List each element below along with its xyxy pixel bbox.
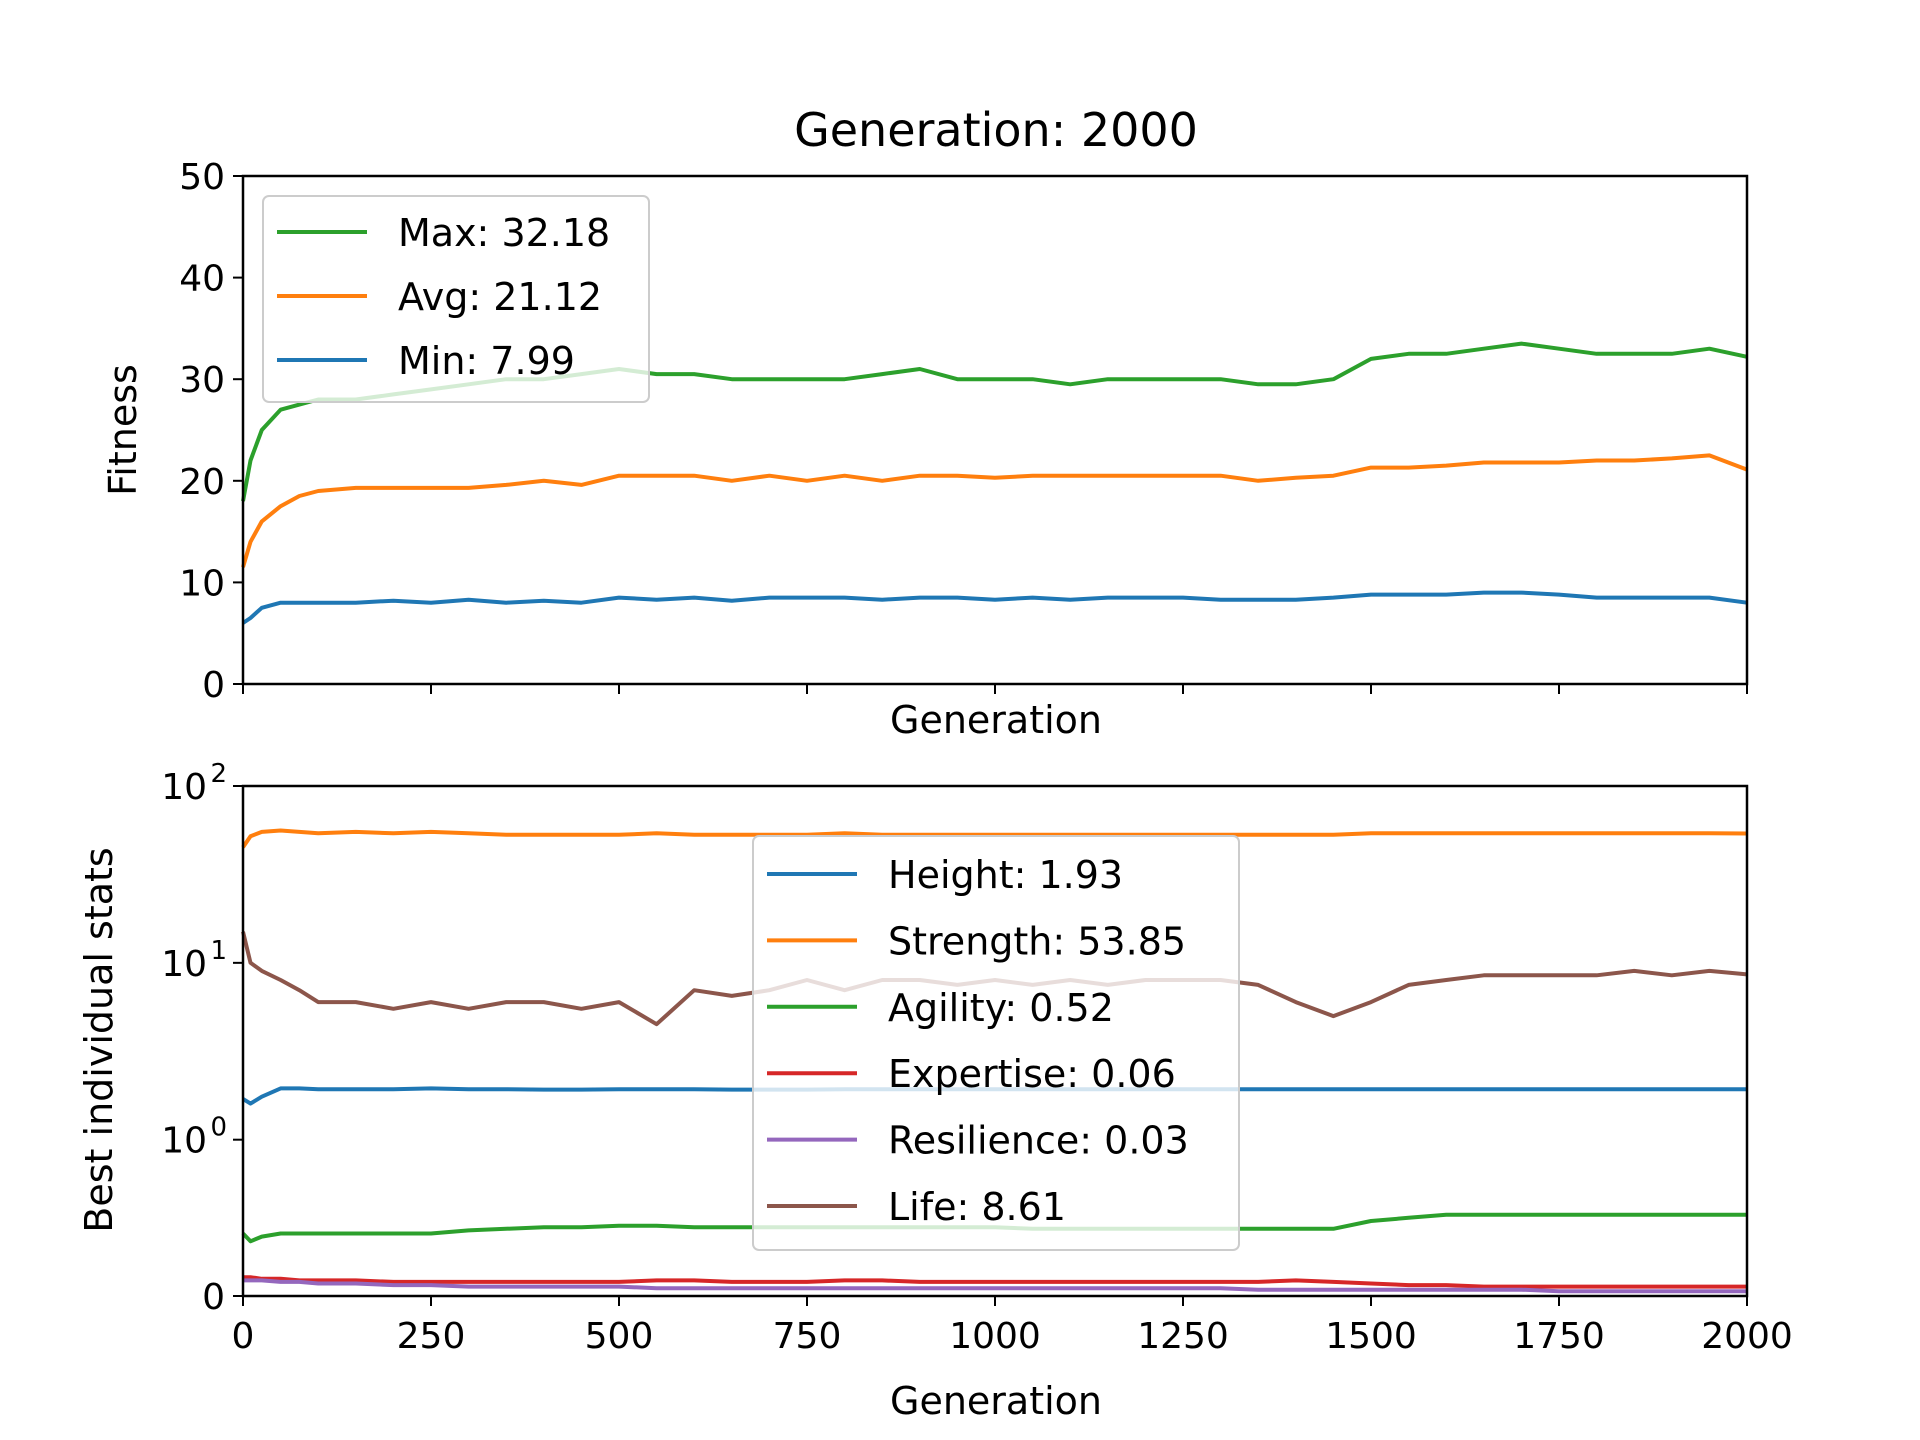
fitness-legend-label-1: Avg: 21.12 — [398, 275, 602, 319]
stats-y-tick-label-3: 10 — [161, 767, 207, 808]
fitness-series-line-1 — [241, 453, 1748, 568]
fitness-y-axis-label: Fitness — [101, 364, 145, 496]
stats-y-axis-label: Best individual stats — [77, 847, 121, 1232]
stats-series-line-4 — [243, 1278, 1747, 1294]
stats-series-line-1 — [241, 828, 1748, 849]
stats-y-tick-exponent-3: 2 — [210, 759, 227, 789]
fitness-y-tick-label-0: 0 — [202, 665, 225, 706]
stats-x-tick-label-2: 500 — [585, 1316, 654, 1357]
stats-x-axis-label: Generation — [890, 1379, 1102, 1423]
stats-x-tick-label-3: 750 — [773, 1316, 842, 1357]
stats-x-tick-label-5: 1250 — [1137, 1316, 1229, 1357]
stats-x-tick-label-4: 1000 — [949, 1316, 1041, 1357]
stats-x-tick-label-6: 1500 — [1325, 1316, 1417, 1357]
stats-legend-label-5: Life: 8.61 — [888, 1185, 1066, 1229]
stats-y-tick-exponent-2: 1 — [210, 936, 227, 966]
fitness-y-tick-label-4: 40 — [179, 259, 225, 300]
chart-title: Generation: 2000 — [794, 103, 1198, 157]
fitness-y-tick-label-2: 20 — [179, 462, 225, 503]
stats-legend-label-3: Expertise: 0.06 — [888, 1052, 1176, 1096]
stats-legend-label-1: Strength: 53.85 — [888, 919, 1186, 963]
stats-y-tick-label-0: 0 — [202, 1277, 225, 1318]
stats-legend-box — [752, 835, 1240, 1251]
stats-x-tick-label-1: 250 — [397, 1316, 466, 1357]
fitness-y-tick-label-3: 30 — [179, 360, 225, 401]
stats-series-line-3 — [243, 1275, 1747, 1289]
stats-x-tick-label-7: 1750 — [1513, 1316, 1605, 1357]
fitness-legend-box — [262, 195, 650, 403]
fitness-y-tick-label-5: 50 — [179, 157, 225, 198]
fitness-legend-label-0: Max: 32.18 — [398, 211, 610, 255]
fitness-legend-label-2: Min: 7.99 — [398, 339, 575, 383]
stats-y-tick-label-2: 10 — [161, 944, 207, 985]
stats-y-tick-exponent-1: 0 — [210, 1113, 227, 1143]
stats-legend-label-2: Agility: 0.52 — [888, 986, 1114, 1030]
stats-x-tick-label-0: 0 — [232, 1316, 255, 1357]
fitness-axis-ticks: 0 10 20 30 40 50 — [179, 157, 1748, 706]
stats-x-tick-label-8: 2000 — [1701, 1316, 1793, 1357]
stats-legend-label-4: Resilience: 0.03 — [888, 1119, 1189, 1163]
stats-legend: Height: 1.93 Strength: 53.85 Agility: 0.52… — [752, 835, 1240, 1251]
fitness-y-tick-label-1: 10 — [179, 563, 225, 604]
fitness-legend: Max: 32.18 Avg: 21.12 Min: 7.99 — [262, 195, 650, 403]
stats-y-tick-label-1: 10 — [161, 1121, 207, 1162]
fitness-series-line-2 — [241, 590, 1748, 625]
stats-legend-label-0: Height: 1.93 — [888, 853, 1123, 897]
fitness-panel: 0 10 20 30 40 50 Generation Fitness Max: 32.1… — [101, 157, 1749, 742]
fitness-x-axis-label: Generation — [890, 698, 1102, 742]
